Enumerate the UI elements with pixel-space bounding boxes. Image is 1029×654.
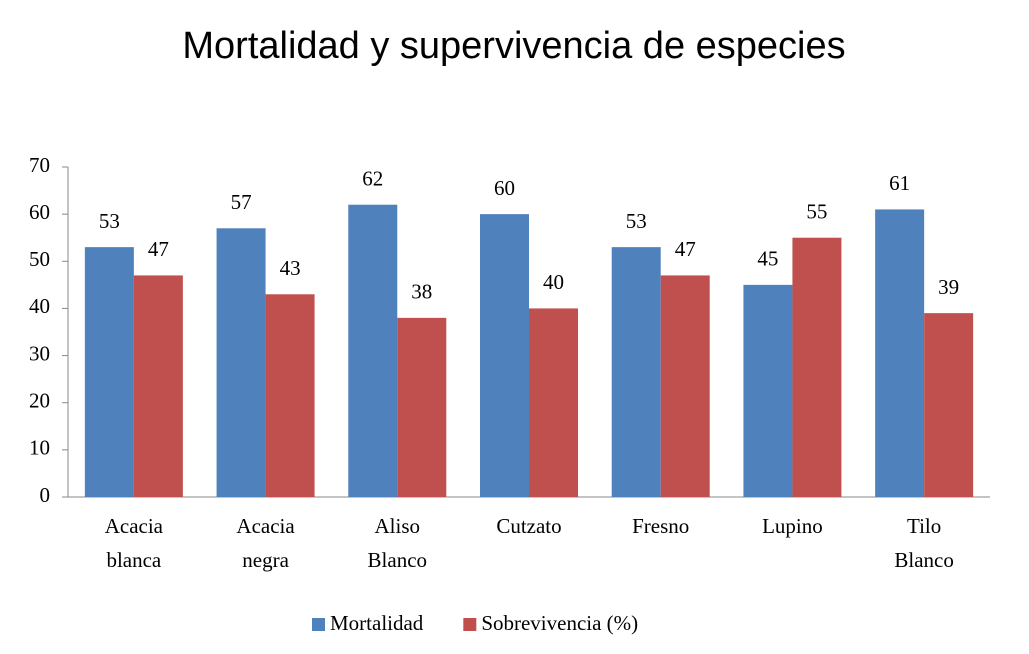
bar (792, 237, 842, 497)
x-tick-label: Fresno (632, 514, 689, 538)
legend-swatch (463, 618, 477, 631)
y-tick-label: 70 (29, 153, 50, 177)
data-label: 47 (148, 237, 169, 261)
data-label: 43 (280, 256, 301, 280)
y-tick-label: 0 (40, 483, 51, 507)
bar (529, 308, 578, 497)
x-tick-label: Tilo Blanco (894, 514, 953, 572)
chart-title: Mortalidad y supervivencia de especies (182, 25, 845, 67)
bar (216, 228, 266, 498)
data-label: 60 (494, 176, 515, 200)
data-label: 53 (626, 209, 647, 233)
data-label: 53 (99, 209, 120, 233)
y-tick-label: 50 (29, 247, 50, 271)
legend-swatch (312, 618, 325, 631)
data-label: 61 (889, 171, 910, 195)
x-tick-label: Acacia negra (236, 514, 295, 572)
x-tick-label: Aliso Blanco (368, 514, 427, 572)
x-tick-label: Acacia blanca (105, 514, 164, 572)
bar (875, 209, 925, 497)
data-label: 57 (231, 190, 252, 214)
bar (480, 214, 529, 497)
data-label: 40 (543, 270, 564, 294)
y-tick-label: 30 (29, 341, 50, 365)
y-tick-label: 60 (29, 200, 50, 224)
y-tick-label: 10 (29, 436, 50, 460)
y-tick-label: 20 (29, 389, 50, 413)
data-label: 47 (675, 237, 696, 261)
data-label: 39 (938, 275, 959, 299)
bar (348, 204, 398, 497)
bar (743, 284, 793, 497)
y-tick-label: 40 (29, 294, 50, 318)
x-tick-label: Lupino (762, 514, 823, 538)
legend-label: Sobrevivencia (%) (481, 611, 638, 635)
data-label: 45 (757, 247, 778, 271)
data-label: 55 (806, 200, 827, 224)
bar (133, 275, 183, 497)
data-label: 38 (411, 280, 432, 304)
bar (265, 294, 315, 497)
bar (611, 247, 661, 497)
bar (397, 317, 447, 497)
bar (84, 247, 134, 497)
x-tick-label: Cutzato (496, 514, 561, 538)
bar (924, 313, 974, 497)
legend-label: Mortalidad (330, 611, 424, 635)
bar (660, 275, 710, 497)
data-label: 62 (362, 167, 383, 191)
